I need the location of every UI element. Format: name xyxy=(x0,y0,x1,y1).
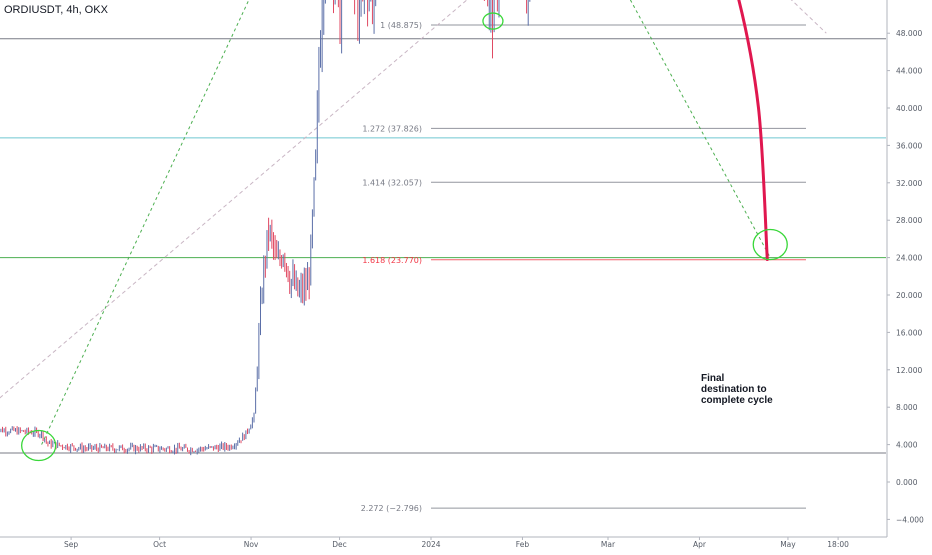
y-tick-label: 48.000 xyxy=(896,29,922,38)
x-tick-label: May xyxy=(780,540,796,549)
fib-level-label: 1.272 (37.826) xyxy=(362,124,422,133)
x-tick-label: Mar xyxy=(601,540,616,549)
fib-level-label: 1.618 (23.770) xyxy=(362,256,422,265)
y-tick-label: 40.000 xyxy=(896,104,922,113)
highlight-circles xyxy=(21,12,788,462)
y-tick-label: 16.000 xyxy=(896,328,922,337)
chart-title: ORDIUSDT, 4h, OKX xyxy=(4,4,108,16)
y-tick-label: 52.000 xyxy=(896,0,922,1)
x-tick-label: 18:00 xyxy=(827,540,849,549)
trendline xyxy=(0,0,468,399)
y-tick-label: 44.000 xyxy=(896,67,922,76)
y-tick-label: 0.000 xyxy=(896,478,918,487)
y-tick-label: 24.000 xyxy=(896,254,922,263)
annotation-text: Final destination to complete cycle xyxy=(701,373,773,406)
highlight-circle xyxy=(482,12,504,30)
trendlines xyxy=(0,0,827,445)
y-tick-label: −4.000 xyxy=(896,515,924,524)
x-tick-label: Nov xyxy=(244,540,259,549)
x-tick-label: Apr xyxy=(693,540,707,549)
x-tick-label: 2024 xyxy=(421,540,440,549)
fib-level-label: 1.414 (32.057) xyxy=(362,178,422,187)
x-tick-label: Sep xyxy=(64,540,78,549)
fib-level-label: 2.272 (−2.796) xyxy=(361,504,422,513)
highlight-circle xyxy=(752,228,788,261)
y-tick-label: 28.000 xyxy=(896,216,922,225)
y-tick-label: 4.000 xyxy=(896,441,918,450)
y-tick-label: 32.000 xyxy=(896,179,922,188)
x-tick-label: Dec xyxy=(332,540,347,549)
forecast-line xyxy=(737,0,769,261)
x-tick-label: Oct xyxy=(153,540,166,549)
level-lines xyxy=(0,38,886,454)
y-tick-label: 20.000 xyxy=(896,291,922,300)
highlight-circle xyxy=(21,429,57,462)
price-series xyxy=(0,0,531,456)
x-tick-label: Feb xyxy=(516,540,530,549)
fibonacci-levels: 0 (89.497)0.236 (79.910)0.382 (73.90.5 (… xyxy=(361,21,806,513)
annotation-line: destination to xyxy=(701,384,767,395)
y-tick-label: 8.000 xyxy=(896,403,918,412)
annotation-line: complete cycle xyxy=(701,395,773,406)
forecast-series xyxy=(737,0,769,261)
trendline xyxy=(41,0,771,445)
y-tick-label: 36.000 xyxy=(896,141,922,150)
fib-level-label: 1 (48.875) xyxy=(380,21,422,30)
annotation-line: Final xyxy=(701,373,725,384)
y-tick-label: 12.000 xyxy=(896,366,922,375)
